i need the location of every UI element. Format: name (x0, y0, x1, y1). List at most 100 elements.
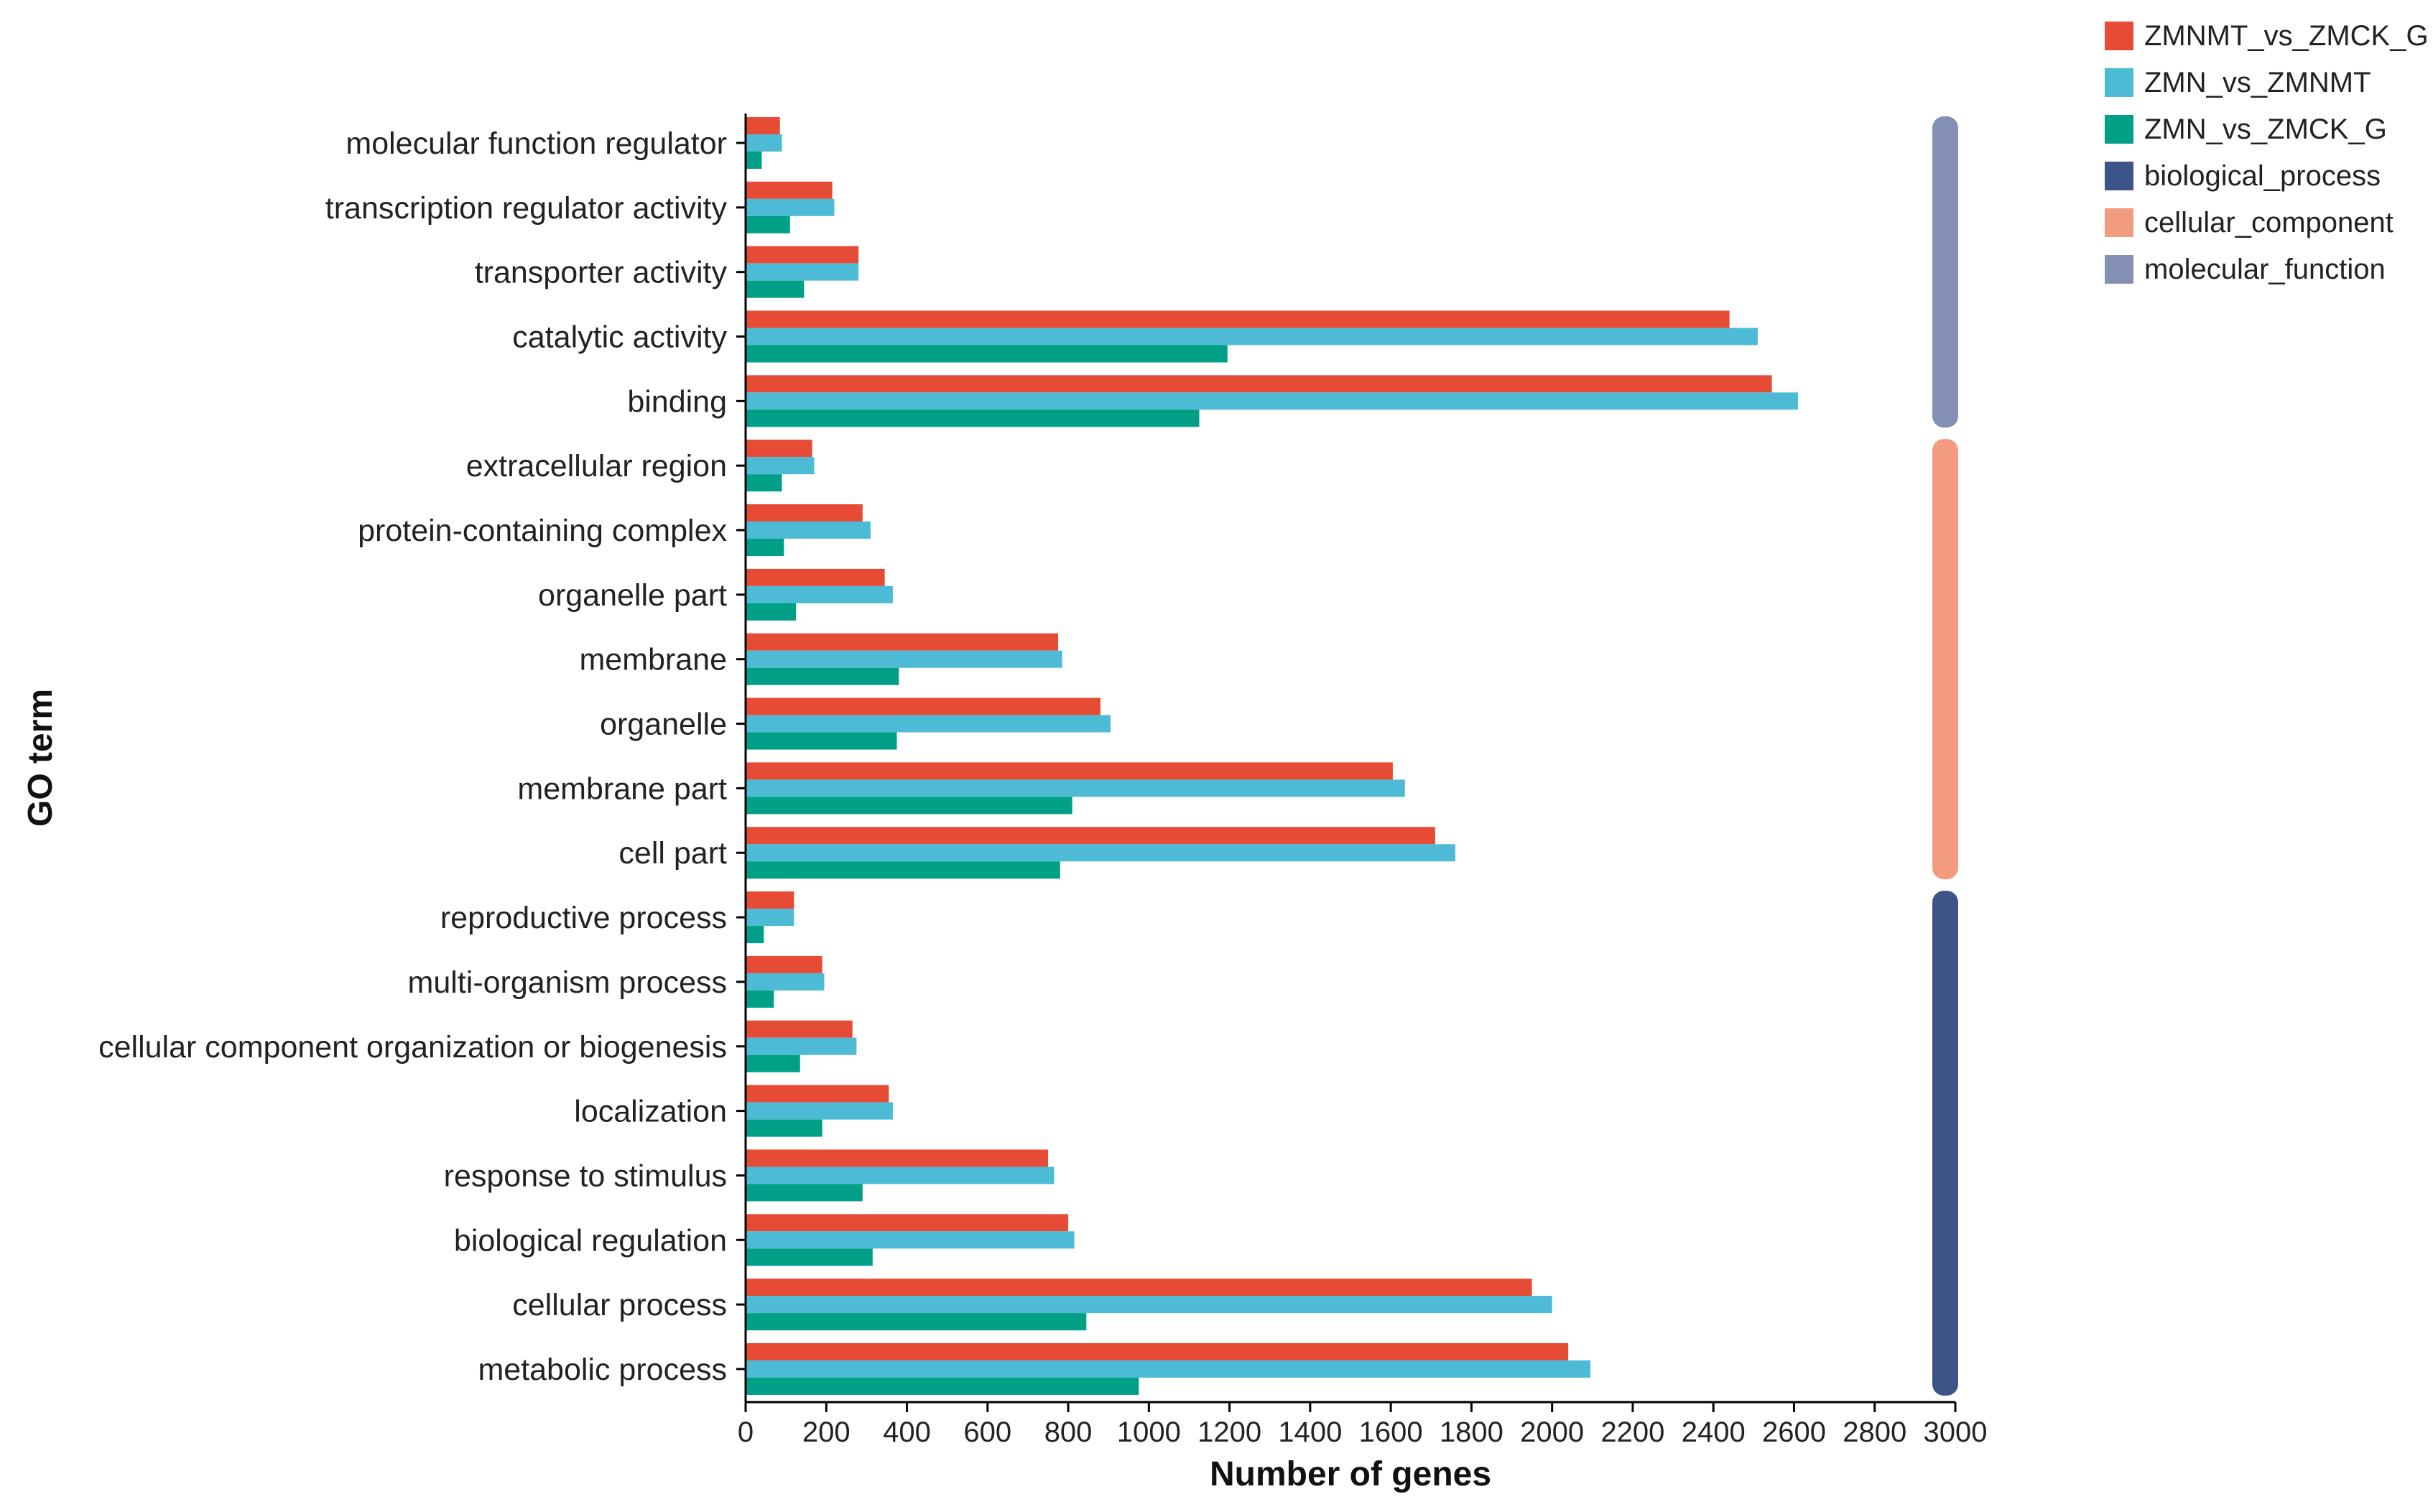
x-tick-label: 1600 (1359, 1416, 1423, 1448)
bar-ZMN_vs_ZMCK_G-12 (746, 926, 764, 944)
x-tick-label: 200 (802, 1416, 851, 1448)
bar-ZMN_vs_ZMNMT-14 (746, 1037, 857, 1055)
bar-ZMN_vs_ZMNMT-2 (746, 263, 859, 281)
category-label: membrane (579, 643, 727, 677)
legend-label: cellular_component (2144, 207, 2393, 238)
legend-swatch (2105, 115, 2133, 144)
x-tick-label: 3000 (1924, 1416, 1988, 1448)
x-tick-label: 1800 (1440, 1416, 1503, 1448)
bar-ZMN_vs_ZMCK_G-13 (746, 990, 774, 1008)
bar-ZMN_vs_ZMNMT-18 (746, 1296, 1552, 1314)
category-label: metabolic process (478, 1353, 727, 1387)
x-tick-label: 1200 (1197, 1416, 1261, 1448)
bar-ZMN_vs_ZMCK_G-5 (746, 474, 782, 492)
bar-ZMNMT_vs_ZMCK_G-4 (746, 375, 1772, 393)
x-tick-label: 2600 (1762, 1416, 1826, 1448)
x-tick-label: 2400 (1682, 1416, 1746, 1448)
bar-ZMN_vs_ZMCK_G-11 (746, 861, 1060, 879)
bar-ZMN_vs_ZMNMT-1 (746, 198, 835, 216)
y-axis-title: GO term (22, 689, 60, 827)
category-label: catalytic activity (512, 320, 727, 355)
bar-ZMNMT_vs_ZMCK_G-18 (746, 1279, 1532, 1297)
category-label: multi-organism process (408, 965, 727, 1000)
bar-ZMNMT_vs_ZMCK_G-15 (746, 1085, 889, 1103)
x-tick-label: 2800 (1843, 1416, 1906, 1448)
category-label: reproductive process (440, 901, 727, 935)
x-tick-label: 0 (738, 1416, 754, 1448)
bar-ZMN_vs_ZMNMT-6 (746, 521, 871, 539)
bar-ZMN_vs_ZMNMT-10 (746, 779, 1405, 797)
bar-ZMNMT_vs_ZMCK_G-12 (746, 891, 794, 909)
bar-ZMN_vs_ZMCK_G-19 (746, 1377, 1139, 1395)
x-axis-title: Number of genes (1210, 1455, 1491, 1493)
x-tick-label: 2200 (1600, 1416, 1664, 1448)
bar-ZMN_vs_ZMCK_G-7 (746, 603, 797, 621)
bar-ZMN_vs_ZMNMT-12 (746, 909, 794, 927)
category-label: organelle (600, 708, 727, 742)
bar-ZMN_vs_ZMCK_G-3 (746, 345, 1228, 363)
group-indicators (1932, 116, 1958, 1396)
bar-ZMNMT_vs_ZMCK_G-8 (746, 633, 1059, 651)
x-tick-label: 400 (883, 1416, 931, 1448)
bar-ZMN_vs_ZMNMT-5 (746, 457, 815, 475)
x-tick-label: 600 (963, 1416, 1011, 1448)
bar-ZMNMT_vs_ZMCK_G-7 (746, 568, 885, 586)
bar-ZMNMT_vs_ZMCK_G-11 (746, 827, 1435, 845)
legend-swatch (2105, 162, 2133, 190)
category-label: cellular component organization or bioge… (98, 1030, 727, 1065)
category-label: molecular function regulator (346, 126, 727, 161)
bar-ZMN_vs_ZMNMT-3 (746, 328, 1758, 345)
bar-ZMN_vs_ZMNMT-19 (746, 1360, 1590, 1378)
bar-ZMN_vs_ZMNMT-11 (746, 844, 1455, 862)
category-label: transporter activity (475, 256, 728, 290)
legend-label: molecular_function (2144, 254, 2386, 285)
bar-ZMNMT_vs_ZMCK_G-16 (746, 1149, 1048, 1167)
bar-ZMNMT_vs_ZMCK_G-0 (746, 117, 780, 134)
category-label: organelle part (538, 578, 727, 613)
legend-swatch (2105, 208, 2133, 237)
legend-swatch (2105, 68, 2133, 97)
bar-ZMNMT_vs_ZMCK_G-19 (746, 1342, 1569, 1360)
bar-ZMN_vs_ZMNMT-8 (746, 650, 1062, 668)
bar-ZMN_vs_ZMCK_G-6 (746, 539, 784, 557)
group-bar-cellular_component (1932, 439, 1958, 880)
bar-ZMN_vs_ZMCK_G-4 (746, 409, 1200, 427)
bar-ZMN_vs_ZMCK_G-16 (746, 1184, 863, 1202)
bar-ZMN_vs_ZMCK_G-18 (746, 1313, 1087, 1331)
bar-ZMN_vs_ZMCK_G-9 (746, 732, 897, 750)
legend-label: biological_process (2144, 160, 2381, 192)
bar-ZMN_vs_ZMCK_G-10 (746, 797, 1072, 815)
bar-ZMN_vs_ZMCK_G-15 (746, 1119, 822, 1137)
category-label: response to stimulus (444, 1159, 727, 1193)
category-label: transcription regulator activity (325, 191, 728, 226)
axes: 0 200 400 600 800 1000 1200 1400 1600 1800 2000 220… (736, 113, 1987, 1448)
bar-ZMNMT_vs_ZMCK_G-3 (746, 310, 1730, 328)
category-label: cellular process (512, 1288, 727, 1322)
bar-ZMNMT_vs_ZMCK_G-17 (746, 1214, 1069, 1232)
bar-ZMN_vs_ZMNMT-7 (746, 585, 893, 603)
bar-ZMN_vs_ZMCK_G-1 (746, 215, 790, 233)
bar-ZMN_vs_ZMNMT-16 (746, 1167, 1055, 1184)
bar-ZMN_vs_ZMNMT-15 (746, 1102, 893, 1120)
category-label: cell part (618, 836, 727, 871)
legend: ZMNMT_vs_ZMCK_G ZMN_vs_ZMNMT ZMN_vs_ZMCK_G… (2105, 20, 2429, 285)
category-label: localization (574, 1095, 727, 1129)
bar-ZMNMT_vs_ZMCK_G-1 (746, 181, 833, 199)
bar-ZMN_vs_ZMNMT-13 (746, 973, 825, 991)
bar-ZMNMT_vs_ZMCK_G-10 (746, 762, 1393, 780)
bar-ZMNMT_vs_ZMCK_G-5 (746, 440, 812, 458)
bar-ZMN_vs_ZMCK_G-2 (746, 280, 805, 298)
bar-ZMNMT_vs_ZMCK_G-9 (746, 697, 1100, 715)
x-tick-label: 2000 (1520, 1416, 1584, 1448)
bar-ZMN_vs_ZMNMT-9 (746, 715, 1111, 733)
bar-ZMN_vs_ZMCK_G-0 (746, 152, 762, 169)
legend-label: ZMN_vs_ZMCK_G (2144, 113, 2387, 145)
category-label: binding (627, 384, 727, 419)
bar-ZMN_vs_ZMNMT-17 (746, 1231, 1075, 1249)
bar-ZMN_vs_ZMNMT-4 (746, 392, 1799, 410)
bar-ZMN_vs_ZMCK_G-14 (746, 1054, 800, 1072)
group-bar-biological_process (1932, 891, 1958, 1396)
category-label: membrane part (517, 771, 727, 806)
bar-ZMNMT_vs_ZMCK_G-2 (746, 246, 859, 264)
